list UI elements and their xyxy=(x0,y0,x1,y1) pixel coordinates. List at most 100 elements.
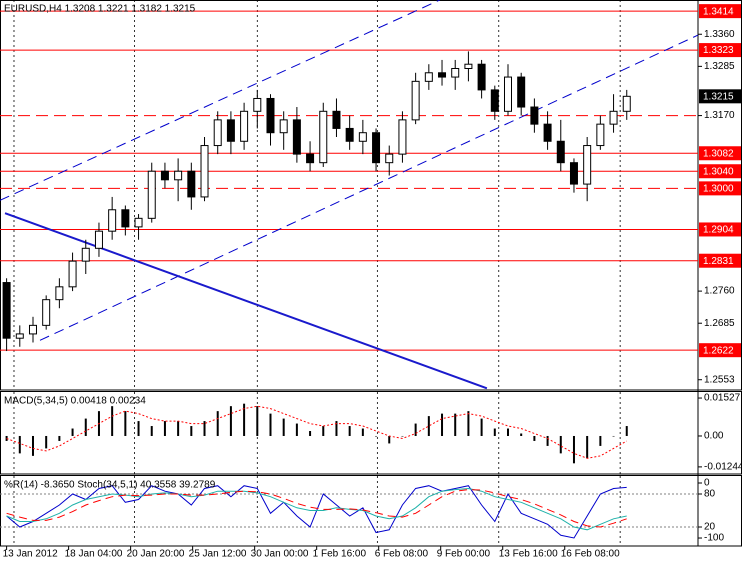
oscillator-title: %R(14) -8.3650 Stoch(34,5,1) 40.3558 39.… xyxy=(4,480,216,491)
candle-body xyxy=(569,162,578,185)
candle-body xyxy=(596,123,605,147)
candle-body xyxy=(68,260,77,288)
candle-body xyxy=(332,110,341,129)
histogram-bar xyxy=(322,426,325,436)
x-tick-label: 13 Jan 2012 xyxy=(3,549,58,560)
price-label-box xyxy=(699,43,741,58)
price-label-box xyxy=(699,181,741,196)
price-label: 1.2622 xyxy=(703,345,734,356)
y-tick-label: -0.01244 xyxy=(704,462,742,473)
histogram-bar xyxy=(559,435,562,454)
histogram-bar xyxy=(414,423,417,436)
price-label: 1.3040 xyxy=(703,166,734,177)
histogram-bar xyxy=(18,435,21,454)
histogram-bar xyxy=(282,418,285,436)
x-tick-label: 20 Jan 20:00 xyxy=(127,549,185,560)
histogram-bar xyxy=(506,428,509,436)
y-tick-label: 1.2553 xyxy=(704,374,735,385)
price-label: 1.2831 xyxy=(703,256,734,267)
histogram-bar xyxy=(520,433,523,436)
histogram-bar xyxy=(572,435,575,464)
candle-body xyxy=(306,153,315,164)
price-label: 1.3414 xyxy=(703,6,734,17)
x-tick-label: 18 Jan 04:00 xyxy=(65,549,123,560)
candle-body xyxy=(372,132,381,164)
histogram-bar xyxy=(256,406,259,436)
histogram-bar xyxy=(295,423,298,436)
price-label-box xyxy=(699,146,741,161)
candle-body xyxy=(477,63,486,91)
price-label: 1.3082 xyxy=(703,148,734,159)
indicator-line xyxy=(6,487,627,531)
histogram-bar xyxy=(599,435,602,446)
candle-body xyxy=(147,170,156,219)
price-label-box xyxy=(699,343,741,358)
histogram-bar xyxy=(361,428,364,436)
price-label-box xyxy=(699,253,741,268)
candle-body xyxy=(385,153,394,164)
x-tick-label: 1 Feb 16:00 xyxy=(313,549,367,560)
histogram-bar xyxy=(58,435,61,441)
histogram-bar xyxy=(612,435,615,437)
candle-body xyxy=(464,63,473,69)
y-tick-label: 1.3285 xyxy=(704,61,735,72)
candle-body xyxy=(28,324,37,335)
price-label: 1.3000 xyxy=(703,184,734,195)
candle-body xyxy=(530,106,539,125)
y-tick-label: 80 xyxy=(704,489,716,500)
histogram-bar xyxy=(203,421,206,436)
histogram-bar xyxy=(375,435,378,437)
histogram-bar xyxy=(137,421,140,436)
y-tick-label: 1.3170 xyxy=(704,110,735,121)
price-label-box xyxy=(699,4,741,19)
indicator-line xyxy=(6,405,627,459)
candle-body xyxy=(213,119,222,147)
candle-body xyxy=(108,209,117,232)
histogram-bar xyxy=(163,421,166,436)
histogram-bar xyxy=(124,411,127,436)
histogram-bar xyxy=(5,435,8,441)
histogram-bar xyxy=(177,421,180,436)
y-tick-label: 0.00 xyxy=(704,431,724,442)
indicator-line xyxy=(6,489,627,528)
candle-body xyxy=(226,119,235,142)
x-tick-label: 9 Feb 00:00 xyxy=(437,549,491,560)
histogram-bar xyxy=(150,426,153,436)
y-tick-label: 20 xyxy=(704,522,716,533)
macd-panel-frame xyxy=(0,391,742,475)
histogram-bar xyxy=(586,435,589,459)
price-label: 1.3323 xyxy=(703,45,734,56)
candle-body xyxy=(200,145,209,198)
histogram-bar xyxy=(388,435,391,444)
candle-body xyxy=(358,132,367,142)
candle-body xyxy=(121,209,130,228)
histogram-bar xyxy=(467,411,470,436)
histogram-bar xyxy=(335,421,338,436)
candle-body xyxy=(134,217,143,228)
oscillator-plot xyxy=(0,476,698,546)
trend-line xyxy=(0,0,440,201)
y-tick-label: 1.3360 xyxy=(704,29,735,40)
chart-title: EURUSD,H4 1.3208 1.3221 1.3182 1.3215 xyxy=(4,4,196,15)
candle-body xyxy=(517,76,526,108)
candle-body xyxy=(411,80,420,121)
candle-body xyxy=(292,119,301,155)
histogram-bar xyxy=(71,428,74,436)
histogram-bar xyxy=(480,418,483,436)
candle-body xyxy=(609,110,618,125)
candle-body xyxy=(424,72,433,82)
macd-title: MACD(5,34,5) 0.00418 0.00234 xyxy=(4,396,146,407)
y-tick-label: 1.2685 xyxy=(704,318,735,329)
y-tick-label: 0.01527 xyxy=(704,393,741,404)
histogram-bar xyxy=(401,435,404,437)
y-tick-label: 1.2760 xyxy=(704,286,735,297)
y-tick-label: 0 xyxy=(704,478,710,489)
price-label-box xyxy=(699,164,741,179)
histogram-bar xyxy=(229,406,232,436)
candle-body xyxy=(398,119,407,155)
x-tick-label: 13 Feb 16:00 xyxy=(499,549,558,560)
histogram-bar xyxy=(427,416,430,436)
candle-body xyxy=(253,97,262,112)
